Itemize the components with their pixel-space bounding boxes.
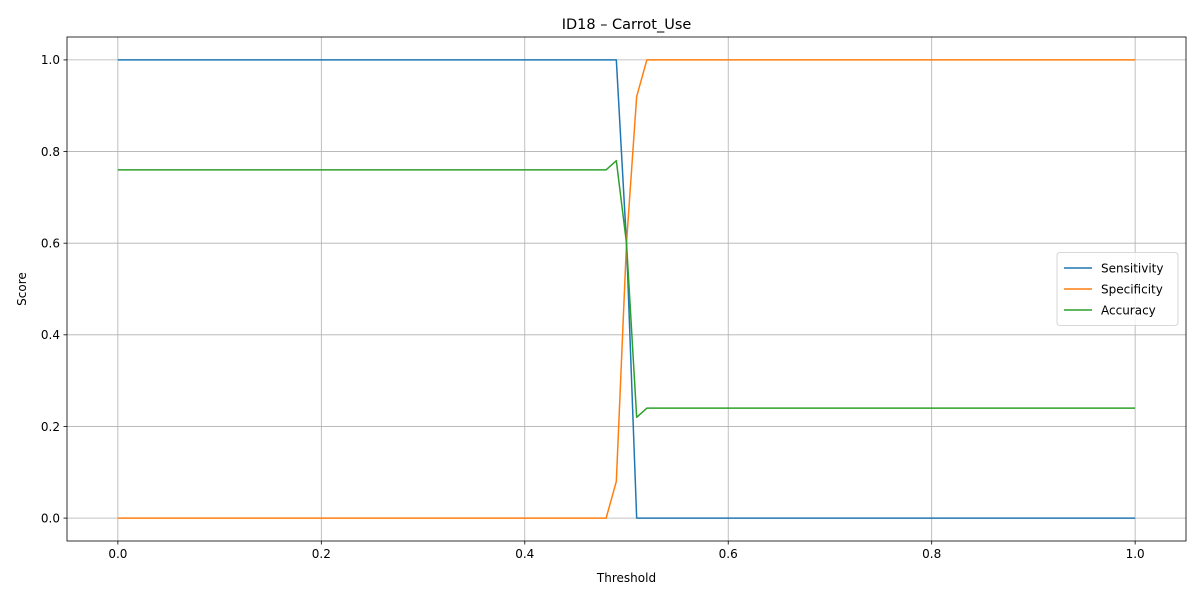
- y-tick-label: 1.0: [41, 53, 60, 67]
- y-tick-label: 0.6: [41, 236, 60, 250]
- x-tick-label: 0.4: [515, 547, 534, 561]
- y-tick-label: 0.0: [41, 511, 60, 525]
- y-axis-ticks: 0.0 0.2 0.4 0.6 0.8 1.0: [41, 53, 67, 525]
- legend-label: Accuracy: [1101, 303, 1156, 317]
- x-tick-label: 0.0: [108, 547, 127, 561]
- y-axis-label: Score: [15, 272, 29, 306]
- series-lines: [117, 59, 1136, 519]
- legend-label: Sensitivity: [1101, 261, 1163, 275]
- x-tick-label: 0.2: [312, 547, 331, 561]
- y-tick-label: 0.4: [41, 328, 60, 342]
- y-tick-label: 0.2: [41, 420, 60, 434]
- x-tick-label: 0.6: [719, 547, 738, 561]
- chart-title: ID18 – Carrot_Use: [562, 17, 692, 33]
- x-axis-label: Threshold: [596, 571, 656, 585]
- legend-label: Specificity: [1101, 282, 1163, 296]
- plot-frame: [66, 36, 1187, 542]
- y-tick-label: 0.8: [41, 145, 60, 159]
- legend-box: [1056, 252, 1179, 326]
- legend: Sensitivity Specificity Accuracy: [1056, 252, 1179, 326]
- series-line-accuracy: [117, 159, 1136, 419]
- x-tick-label: 0.8: [922, 547, 941, 561]
- x-axis-ticks: 0.0 0.2 0.4 0.6 0.8 1.0: [108, 541, 1145, 561]
- x-tick-label: 1.0: [1126, 547, 1145, 561]
